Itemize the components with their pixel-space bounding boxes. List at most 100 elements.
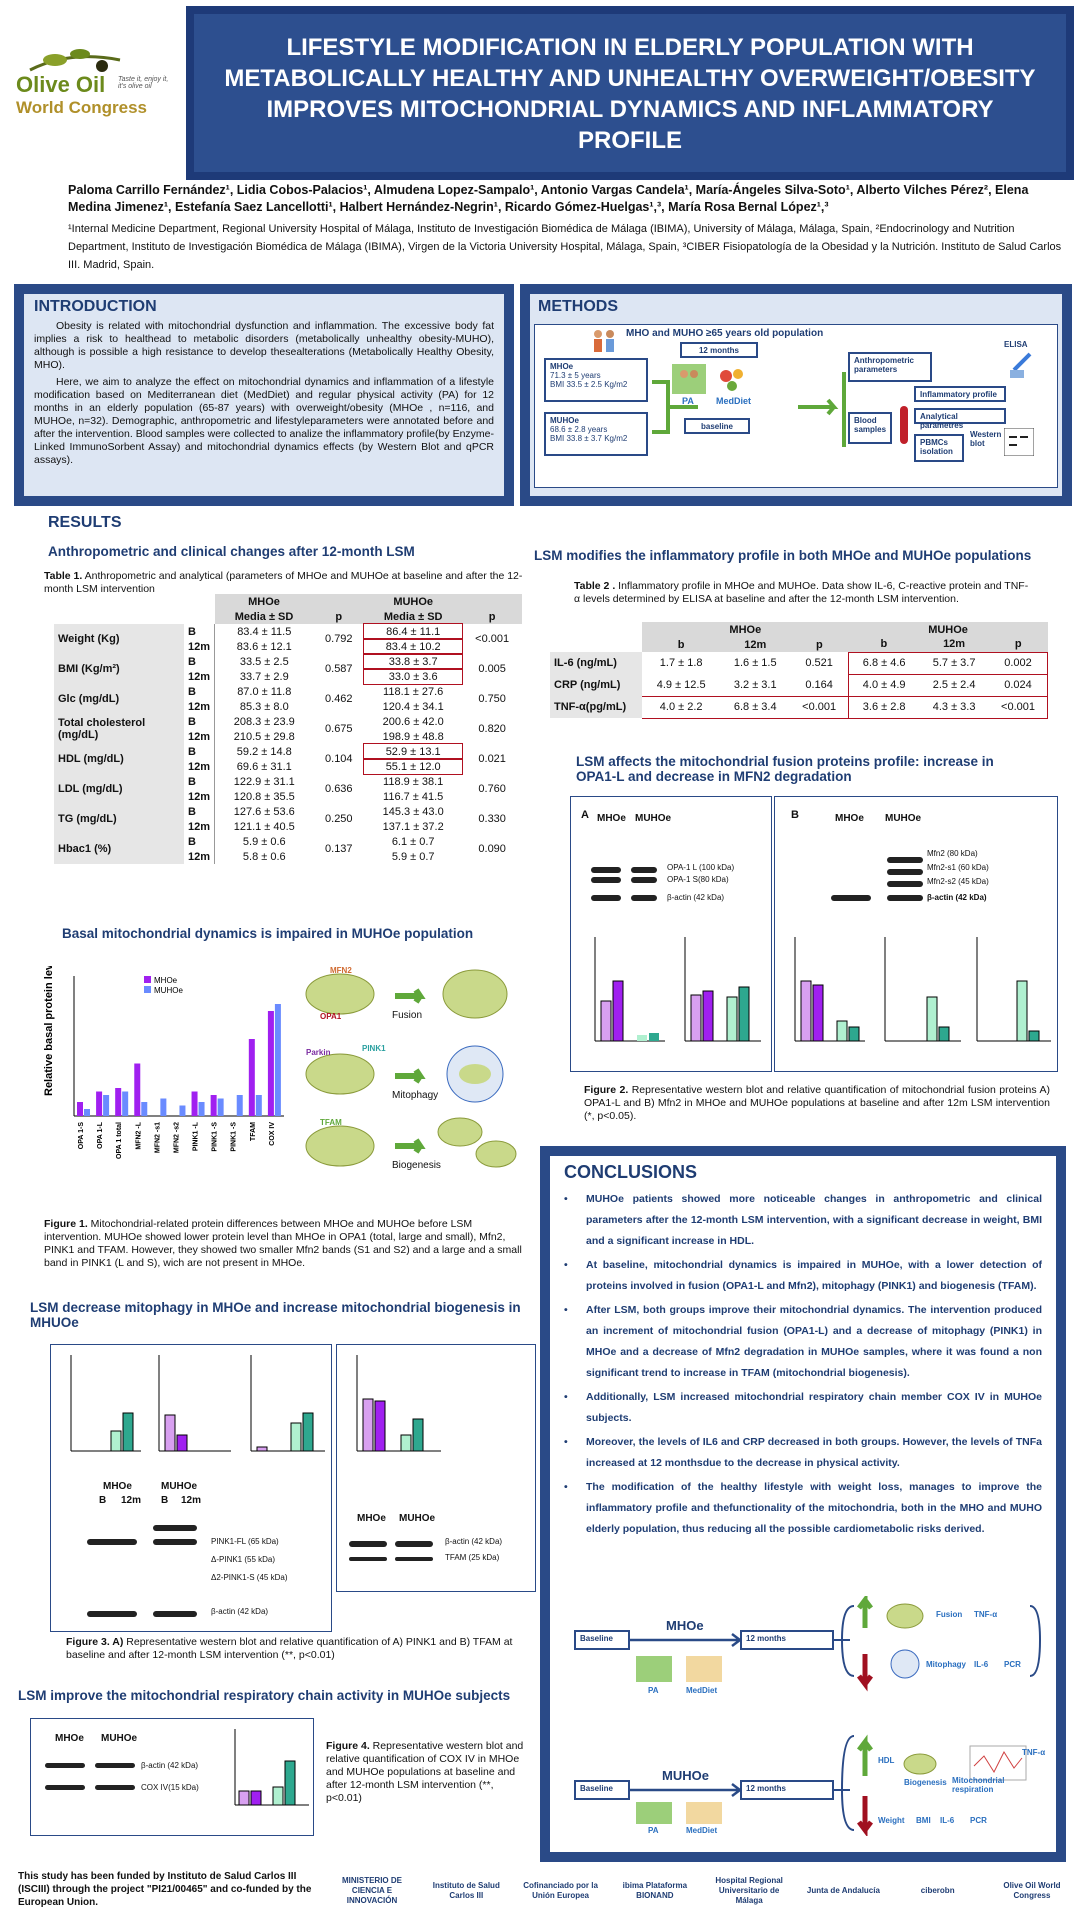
figure2-panel-a: A MHOe MUHOe OPA-1 L (100 kDa) OPA-1 S(8… — [570, 796, 772, 1072]
table1-cell: 33.5 ± 2.5 — [214, 654, 314, 669]
fig2b-quant-bars — [794, 937, 1051, 1042]
concl-12m-box-1: 12 months — [740, 1630, 834, 1650]
fig2a-quant-bars — [594, 937, 761, 1042]
table1: MHOe MUHOe Media ± SD p Media ± SD p Weight … — [54, 594, 522, 864]
methods-inflammatory-box: Inflammatory profile — [914, 386, 1006, 402]
table1-cell: 83.4 ± 11.5 — [214, 624, 314, 639]
figure1-subtitle: Basal mitochondrial dynamics is impaired… — [62, 926, 474, 941]
figure1-schematic: MFN2 OPA1 Fusion Parkin PINK1 Mitophagy … — [300, 964, 520, 1174]
table2: MHOe MUHOe b 12m p b 12m p IL-6 (ng/mL) 1.7 ± 1… — [550, 622, 1049, 719]
fig2b-mfn2: Mfn2 (80 kDa) — [927, 849, 978, 858]
table1-cell: 5.9 ± 0.6 — [214, 834, 314, 849]
logo-line1: Olive Oil — [16, 72, 106, 97]
table1-pvalue: 0.820 — [478, 723, 506, 735]
table1-cell: 127.6 ± 53.6 — [214, 804, 314, 819]
table2-cell: 5.7 ± 3.7 — [919, 651, 990, 675]
sponsor-logo: ibima Plataforma BIONAND — [622, 1881, 688, 1900]
fig1-tick-label: OPA 1-S — [78, 1122, 85, 1150]
concl-pcr-label-1: PCR — [1004, 1660, 1021, 1669]
table2-head-mhoe: MHOe — [642, 622, 849, 637]
table1-cell: 120.8 ± 35.5 — [214, 789, 314, 804]
concl-tnf-label-1: TNF-α — [974, 1610, 998, 1619]
table2-row-label: CRP (ng/mL) — [550, 674, 642, 696]
table2-cell: 1.6 ± 1.5 — [733, 657, 777, 669]
methods-anthropometric-box: Anthropometric parameters — [848, 352, 932, 382]
table1-pvalue: 0.675 — [325, 723, 353, 735]
concl-12m-box-2: 12 months — [740, 1780, 834, 1800]
table2-cell: 3.6 ± 2.8 — [848, 695, 920, 719]
table1-cell: 122.9 ± 31.1 — [214, 774, 314, 789]
table2-head-muhoe: MUHOe — [848, 622, 1048, 637]
concl-pcr-label-2: PCR — [970, 1816, 987, 1825]
olive-branch-icon — [29, 49, 121, 72]
concl-meddiet-icon-2 — [686, 1802, 722, 1824]
table2-row: CRP (ng/mL) 4.9 ± 12.5 3.2 ± 3.1 0.164 4.0 ±… — [550, 673, 1049, 697]
figure4-caption: Figure 4. Representative western blot an… — [326, 1740, 526, 1805]
table1-row: Glc (mg/dL) B 87.0 ± 11.8 0.462 118.1 ± 27.6… — [54, 684, 522, 714]
table2-row: TNF-α(pg/mL) 4.0 ± 2.2 6.8 ± 3.4 <0.001 3.6 … — [550, 695, 1049, 719]
methods-elisa-label: ELISA — [1004, 340, 1028, 349]
concl-baseline-box-1: Baseline — [574, 1630, 630, 1650]
table1-pvalue: 0.005 — [478, 663, 506, 675]
fig4-mhoe: MHOe — [55, 1733, 84, 1744]
table1-pvalue: 0.021 — [478, 753, 506, 765]
table1-timepoint: 12m — [188, 640, 211, 653]
table1-timepoint: B — [188, 625, 196, 638]
physical-activity-icon — [672, 364, 706, 394]
figure3-caption-label: Figure 3. A) — [66, 1636, 124, 1648]
introduction-paragraph-1: Obesity is related with mitochondrial dy… — [34, 320, 494, 371]
figure2-caption: Figure 2. Representative western blot an… — [584, 1084, 1050, 1123]
conclusion-item: After LSM, both groups improve their mit… — [564, 1300, 1042, 1384]
figure2-panel-b: B MHOe MUHOe Mfn2 (80 kDa) Mfn2-s1 (60 k… — [774, 796, 1058, 1072]
fig3a-b2: B — [161, 1495, 169, 1506]
table1-cell: 198.9 ± 48.8 — [382, 730, 444, 743]
mhoe-bmi: BMI 33.5 ± 2.5 Kg/m2 — [550, 380, 628, 389]
table1-timepoint: 12m — [188, 730, 211, 743]
table1-caption: Table 1. Anthropometric and analytical (… — [44, 570, 524, 596]
sponsor-logo: Cofinanciado por la Unión Europea — [523, 1881, 598, 1900]
table1-timepoint: B — [188, 775, 196, 788]
fig1-tick-label: TFAM — [250, 1122, 257, 1141]
table1-cell: 87.0 ± 11.8 — [214, 684, 314, 699]
table2-head-b1: b — [642, 637, 721, 652]
table1-row-label: Weight (Kg) — [54, 624, 184, 654]
muhoe-label: MUHOe — [550, 416, 579, 425]
methods-flow-arrows — [652, 372, 846, 447]
table1-timepoint: B — [188, 805, 196, 818]
table2-cell: 3.2 ± 3.1 — [733, 678, 777, 691]
table1-cell: 145.3 ± 43.0 — [382, 805, 444, 818]
fig2a-muhoe: MUHOe — [635, 813, 672, 824]
table1-cell: 83.4 ± 10.2 — [363, 638, 464, 655]
elisa-pipette-icon — [1010, 352, 1032, 378]
table2-cell: 0.002 — [989, 651, 1049, 675]
fig2a-mhoe: MHOe — [597, 813, 626, 824]
concl-meddiet-label-2: MedDiet — [686, 1826, 718, 1835]
fig1-legend-swatch — [144, 976, 151, 983]
fig1-bar — [210, 1095, 217, 1116]
table1-cell: 120.4 ± 34.1 — [382, 700, 444, 713]
concl-bmi-label: BMI — [916, 1816, 931, 1825]
table2-cell: <0.001 — [989, 695, 1049, 719]
conclusion-item: The modification of the healthy lifestyl… — [564, 1477, 1042, 1540]
fig1-bar — [267, 1011, 274, 1116]
mhoe-label: MHOe — [550, 362, 574, 371]
fig3a-mhoe: MHOe — [103, 1481, 132, 1492]
fig3a-pink1fl: PINK1-FL (65 kDa) — [211, 1537, 279, 1546]
table2-cell: 4.3 ± 3.3 — [919, 695, 990, 719]
table1-cell: 33.0 ± 3.6 — [363, 668, 464, 685]
conclusion-item: Moreover, the levels of IL6 and CRP decr… — [564, 1432, 1042, 1474]
table1-row: 12m 120.8 ± 35.5 116.7 ± 41.5 — [54, 789, 522, 804]
table1-pvalue: 0.330 — [478, 813, 506, 825]
figure2-caption-text: Representative western blot and relative… — [584, 1084, 1050, 1122]
table1-pvalue: 0.090 — [478, 843, 506, 855]
fig2b-mfn2s1: Mfn2-s1 (60 kDa) — [927, 863, 989, 872]
fig1-biogenesis-label: Biogenesis — [392, 1160, 441, 1171]
fig4-quant-bars — [234, 1729, 309, 1806]
table1-timepoint: 12m — [188, 850, 211, 863]
table1-timepoint: B — [188, 715, 196, 728]
table2-cell: 1.7 ± 1.8 — [659, 657, 703, 669]
introduction-section: INTRODUCTION Obesity is related with mit… — [14, 284, 514, 506]
mitochondria-schematic-icon — [305, 969, 517, 1168]
table1-pvalue: 0.104 — [325, 753, 353, 765]
olive-oil-logo: Olive Oil World Congress Taste it, enjoy… — [10, 30, 180, 130]
